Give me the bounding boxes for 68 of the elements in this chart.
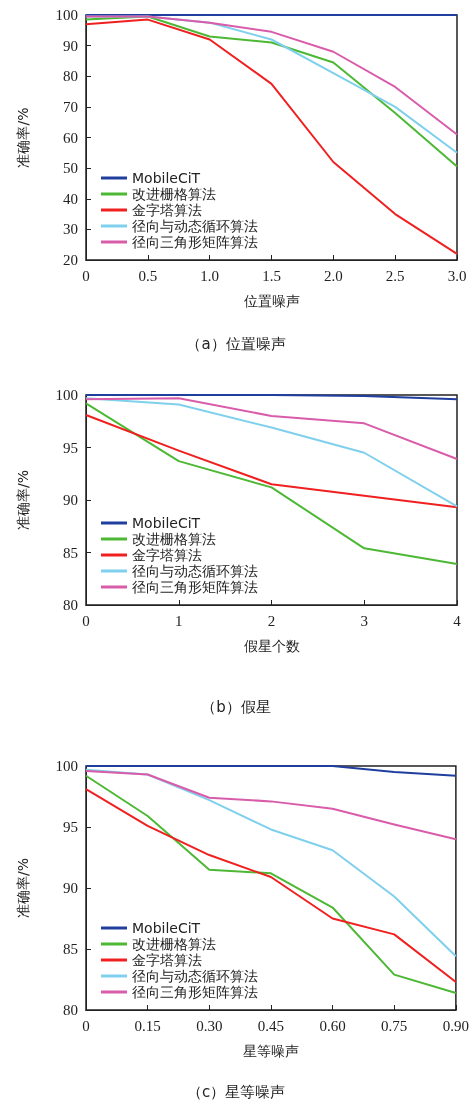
legend-label: 改进栅格算法 [132, 186, 216, 202]
y-tick-label: 80 [63, 68, 78, 85]
y-tick-label: 40 [63, 190, 78, 207]
x-tick-label: 2.5 [385, 267, 405, 284]
x-tick-label: 0.90 [442, 1017, 469, 1034]
x-tick-label: 0 [82, 612, 90, 629]
line-series [85, 413, 458, 509]
x-tick-label: 1.5 [262, 267, 281, 284]
text: （b）假星 [201, 697, 271, 716]
x-axis-title: 假星个数 [243, 638, 300, 654]
y-tick-label: 90 [63, 492, 78, 508]
line-series [85, 769, 457, 841]
y-axis-title: 准确率/% [15, 107, 31, 168]
y-tick-label: 20 [63, 252, 78, 268]
legend-label: 径向三角形矩阵算法 [132, 984, 258, 1000]
y-tick-label: 100 [55, 387, 78, 403]
x-tick-label: 0 [82, 1017, 90, 1034]
line-series [85, 402, 458, 566]
x-tick-label: 0.45 [257, 1017, 285, 1034]
y-tick-label: 95 [63, 439, 78, 456]
line-series [85, 397, 458, 508]
x-tick-label: 0.30 [196, 1017, 223, 1034]
x-tick-label: 0.60 [319, 1017, 346, 1034]
legend-label: 径向三角形矩阵算法 [132, 234, 258, 250]
y-tick-label: 70 [63, 98, 78, 115]
x-tick-label: 0.5 [138, 267, 158, 284]
y-tick-label: 85 [63, 544, 78, 561]
y-tick-label: 80 [63, 1002, 78, 1018]
line-series [85, 18, 458, 255]
y-tick-label: 90 [63, 37, 78, 54]
legend-label: 径向与动态循环算法 [132, 218, 258, 234]
legend-label: 径向三角形矩阵算法 [132, 579, 258, 595]
y-tick-label: 30 [63, 221, 78, 238]
text: （c）星等噪声 [186, 1082, 286, 1101]
y-tick-label: 85 [63, 941, 78, 957]
legend-label: 径向与动态循环算法 [132, 968, 258, 984]
y-tick-label: 90 [63, 880, 78, 896]
x-tick-label: 1 [175, 612, 183, 629]
legend-label: 径向与动态循环算法 [132, 563, 258, 579]
x-tick-label: 3.0 [447, 267, 467, 284]
x-tick-label: 0.15 [134, 1017, 161, 1034]
legend-label: MobileCiT [132, 515, 201, 531]
legend-label: 改进栅格算法 [132, 531, 216, 547]
x-tick-label: 2.0 [323, 267, 343, 284]
y-axis-title: 准确率/% [15, 469, 31, 531]
x-tick-label: 0 [82, 267, 90, 284]
x-axis-title: 位置噪声 [243, 293, 300, 309]
x-axis-title: 星等噪声 [242, 1043, 299, 1059]
y-axis-title: 准确率/% [15, 857, 31, 919]
y-tick-label: 100 [55, 7, 78, 23]
x-tick-label: 0.75 [381, 1017, 408, 1034]
legend-label: 金字塔算法 [132, 952, 202, 968]
text: （a）位置噪声 [186, 334, 286, 353]
legend-label: MobileCiT [132, 170, 201, 186]
legend-label: MobileCiT [132, 920, 201, 936]
legend-label: 改进栅格算法 [132, 936, 216, 952]
y-tick-label: 50 [63, 160, 78, 177]
line-series [85, 397, 458, 461]
y-tick-label: 80 [63, 597, 78, 613]
x-tick-label: 3 [360, 612, 368, 629]
y-tick-label: 95 [63, 819, 78, 835]
x-tick-label: 4 [453, 612, 462, 629]
y-tick-label: 100 [55, 758, 78, 774]
legend-label: 金字塔算法 [132, 202, 202, 218]
x-tick-label: 2 [267, 612, 276, 629]
y-tick-label: 60 [63, 129, 78, 146]
legend-label: 金字塔算法 [132, 547, 202, 563]
x-tick-label: 1.0 [200, 267, 220, 284]
